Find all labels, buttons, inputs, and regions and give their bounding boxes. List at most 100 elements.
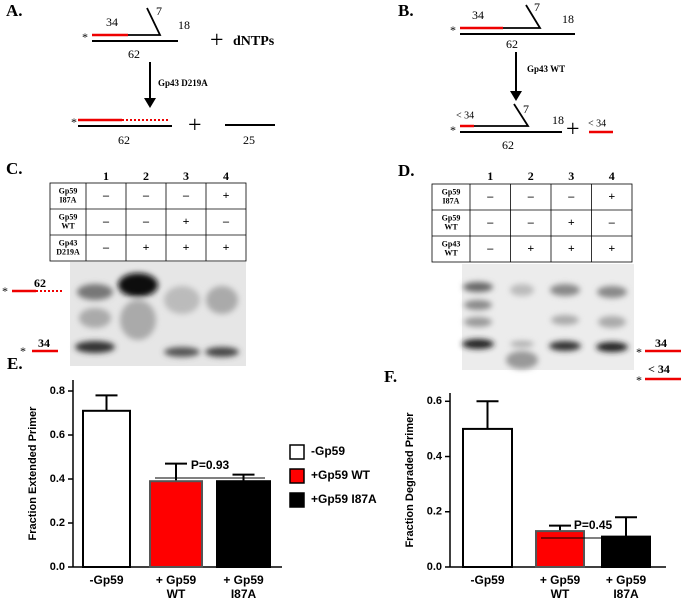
lane-label: 1 — [487, 169, 493, 183]
condition-table — [431, 183, 633, 263]
gel-bands — [462, 282, 628, 369]
panel-b: B. * 34 7 18 62 Gp43 WT < 34 * 7 18 62 +… — [398, 0, 613, 152]
table-cell: – — [527, 189, 535, 203]
y-tick-label: 0.2 — [427, 506, 442, 518]
table-cell: – — [102, 188, 110, 202]
table-cell: + — [223, 240, 230, 254]
row-label: Gp59 — [442, 187, 461, 196]
enzyme: Gp43 WT — [527, 64, 565, 74]
panel-label: B. — [398, 1, 414, 20]
table-cell: + — [608, 189, 615, 203]
flap-strand — [474, 103, 530, 127]
y-tick-label: 0.8 — [50, 385, 65, 397]
table-cell: – — [567, 189, 575, 203]
table-cell: – — [182, 188, 190, 202]
star: * — [636, 373, 642, 387]
reagent: dNTPs — [233, 34, 275, 49]
lane-label: 4 — [609, 169, 615, 183]
flap-length: 7 — [156, 4, 162, 18]
table-cell: – — [102, 214, 110, 228]
marker-label: < 34 — [648, 362, 670, 376]
bar — [535, 530, 585, 568]
table-cell: + — [183, 214, 190, 228]
table-cell: – — [102, 240, 110, 254]
bar — [82, 409, 131, 568]
template-length: 62 — [506, 37, 518, 51]
table-cell: – — [486, 215, 494, 229]
overhang-length: 18 — [178, 18, 190, 32]
table-cell: – — [142, 188, 150, 202]
released-length: 25 — [243, 133, 255, 147]
table-cell: + — [568, 241, 575, 255]
bar — [601, 535, 651, 568]
row-label: WT — [444, 248, 458, 257]
row-label: WT — [444, 222, 458, 231]
x-tick-label: WT — [551, 587, 570, 601]
row-label: Gp43 — [59, 238, 78, 247]
table-cell: + — [223, 188, 230, 202]
row-label: D219A — [56, 247, 80, 256]
overhang-length: 18 — [552, 113, 564, 127]
panel-a: A. * 34 7 18 62 + dNTPs Gp43 D219A * 62 … — [6, 1, 275, 147]
template-length: 62 — [502, 138, 514, 152]
lane-label: 2 — [528, 169, 534, 183]
table-cell: – — [608, 215, 616, 229]
x-tick-label: + Gp59 — [540, 573, 581, 587]
lane-label: 3 — [568, 169, 574, 183]
marker-label: 34 — [38, 336, 50, 350]
x-tick-label: + Gp59 — [223, 573, 264, 587]
bar — [149, 480, 203, 569]
star: * — [450, 123, 456, 137]
legend-label: +Gp59 WT — [311, 468, 371, 482]
arrow-head — [510, 91, 522, 101]
legend-label: -Gp59 — [311, 444, 345, 458]
y-tick-label: 0.6 — [427, 395, 442, 407]
row-label: Gp59 — [59, 186, 78, 195]
y-tick-label: 0.4 — [427, 450, 443, 462]
table-cell: – — [142, 214, 150, 228]
panel-label: F. — [384, 367, 397, 386]
panel-label: D. — [398, 161, 415, 180]
y-tick-label: 0.4 — [50, 473, 66, 485]
star: * — [20, 344, 26, 358]
row-label: WT — [61, 221, 75, 230]
flap-strand — [128, 7, 162, 36]
y-axis-label: Fraction Degraded Primer — [404, 412, 416, 548]
row-label: I87A — [443, 196, 460, 205]
row-label: Gp59 — [59, 212, 78, 221]
panel-c: C. * 62 * 34 — [2, 159, 246, 366]
table-cell: – — [486, 189, 494, 203]
legend-swatch — [289, 444, 305, 460]
table-cell: – — [486, 241, 494, 255]
flap-strand — [503, 4, 542, 29]
p-value: P=0.93 — [191, 458, 230, 472]
legend-swatch — [289, 468, 305, 484]
x-tick-label: + Gp59 — [606, 573, 647, 587]
plus: + — [188, 113, 202, 139]
primer-length: < 34 — [456, 110, 474, 121]
enzyme: Gp43 D219A — [158, 78, 208, 88]
star: * — [2, 284, 8, 298]
row-label: I87A — [60, 195, 77, 204]
row-label: Gp59 — [442, 213, 461, 222]
plus: + — [210, 28, 224, 54]
y-tick-label: 0.0 — [50, 561, 65, 573]
arrow-head — [144, 98, 156, 108]
x-tick-label: I87A — [231, 587, 257, 601]
panel-label: E. — [7, 354, 23, 373]
p-value: P=0.45 — [574, 518, 613, 532]
legend-label: +Gp59 I87A — [311, 492, 377, 506]
legend-swatch — [289, 492, 305, 508]
table-cell: + — [608, 241, 615, 255]
overhang-length: 18 — [562, 12, 574, 26]
table-cell: + — [183, 240, 190, 254]
table-cell: + — [143, 240, 150, 254]
bar — [462, 427, 513, 568]
x-tick-label: + Gp59 — [156, 573, 197, 587]
lane-label: 1 — [103, 169, 109, 183]
x-tick-label: I87A — [613, 587, 639, 601]
panel-label: A. — [6, 1, 23, 20]
y-tick-label: 0.2 — [50, 517, 65, 529]
row-label: Gp43 — [442, 239, 461, 248]
star: * — [82, 30, 88, 44]
